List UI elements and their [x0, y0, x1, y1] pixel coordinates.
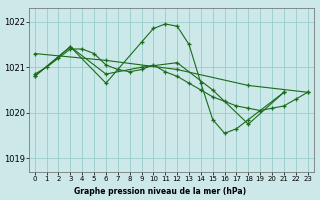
Text: Graphe pression niveau de la mer (hPa): Graphe pression niveau de la mer (hPa): [74, 187, 246, 196]
